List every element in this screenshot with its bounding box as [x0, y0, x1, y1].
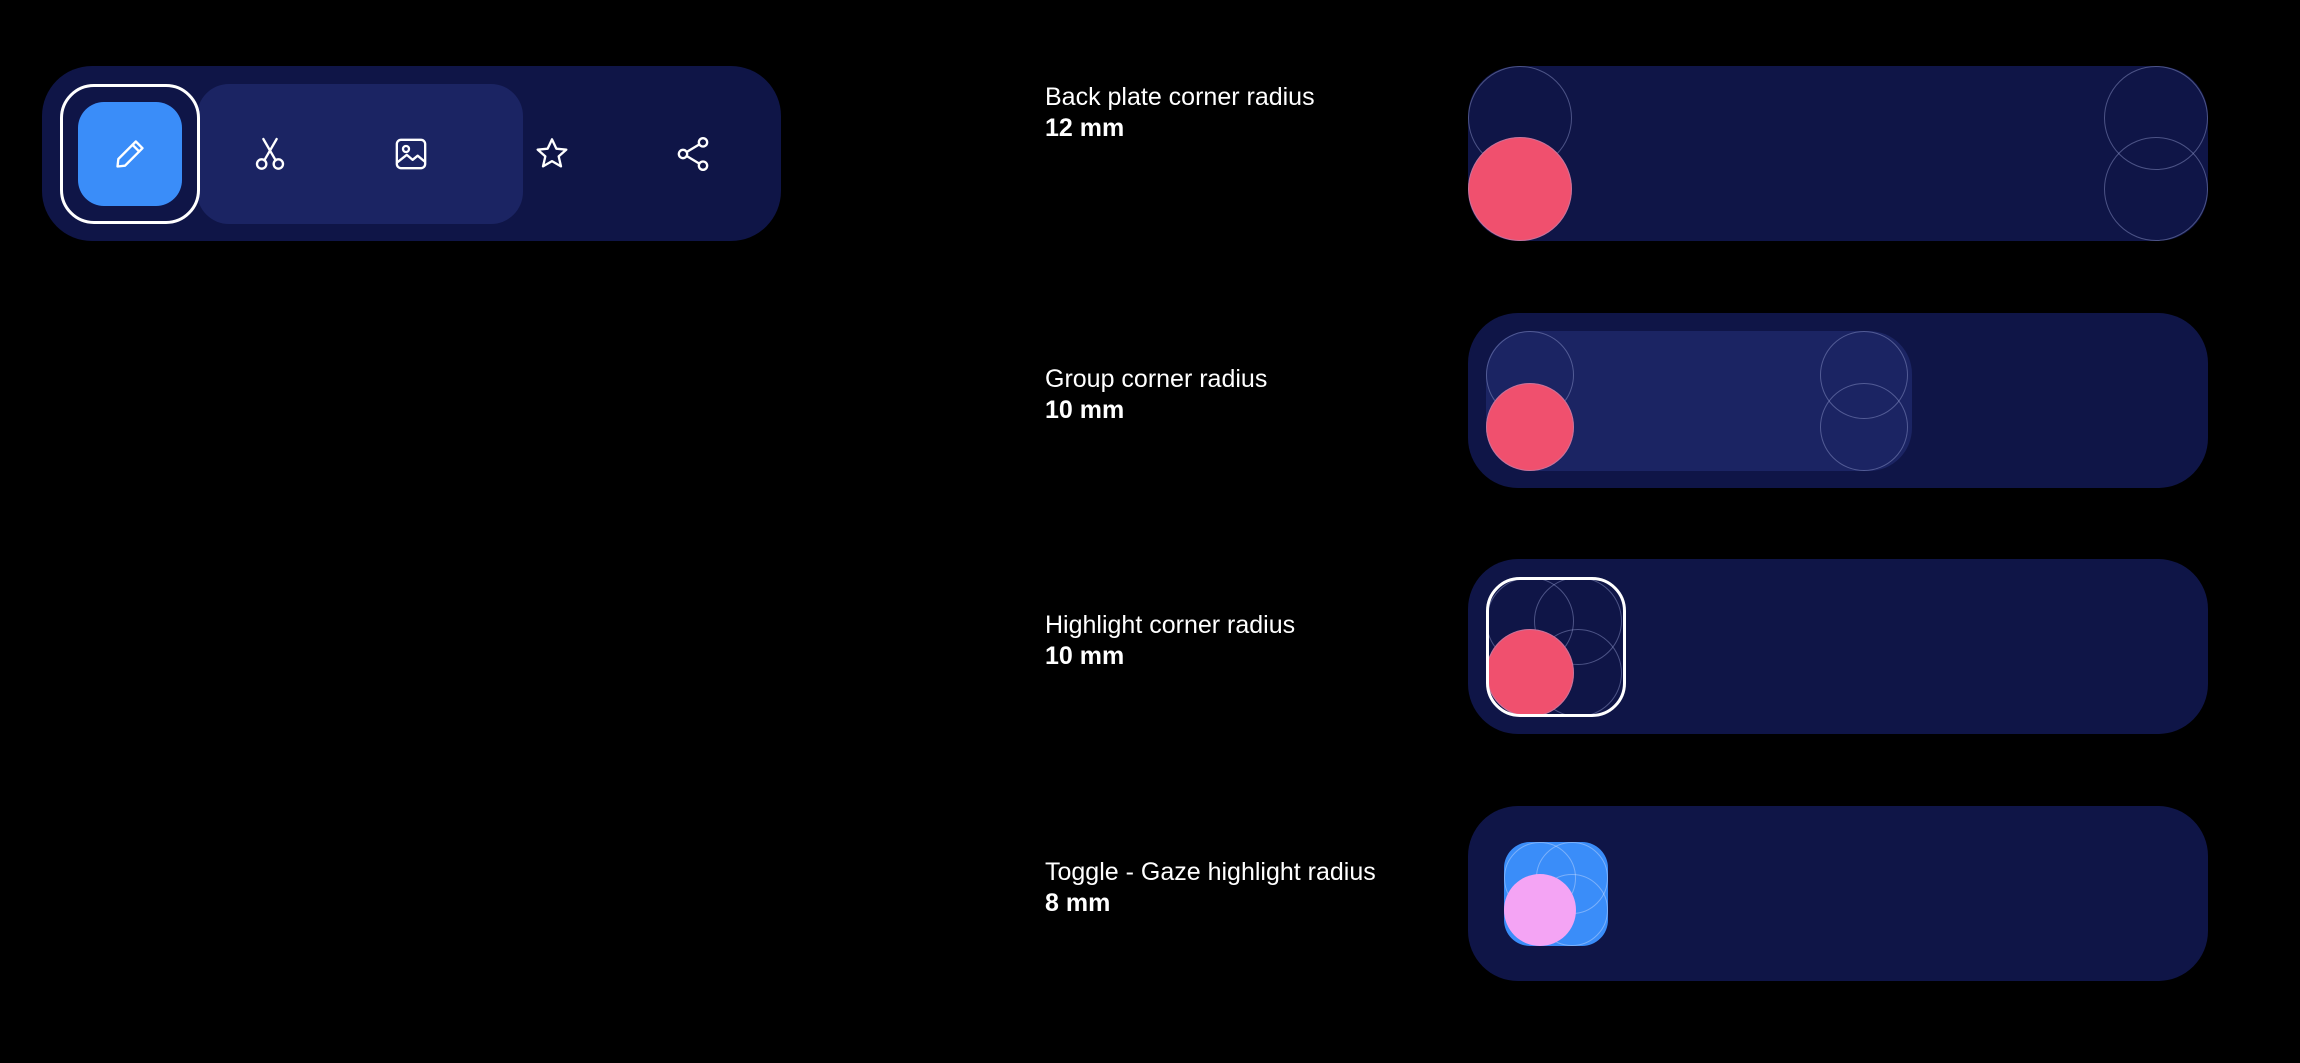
- share-icon: [673, 134, 713, 174]
- button-group-plate: [197, 84, 523, 224]
- toolbar-back-plate: [42, 66, 781, 241]
- spec-value: 10 mm: [1045, 396, 1125, 424]
- group-radius-diagram: [1468, 313, 2208, 488]
- focus-ring: [60, 84, 200, 224]
- radius-guide-circle: [2104, 137, 2208, 241]
- pencil-icon: [110, 134, 150, 174]
- image-button[interactable]: [341, 84, 481, 224]
- spec-value: 8 mm: [1045, 889, 1111, 917]
- toggle-radius-diagram: [1468, 806, 2208, 981]
- back-plate-diagram: [1468, 66, 2208, 241]
- radius-marker-dot: [1504, 874, 1576, 946]
- group-radius-label: Group corner radius 10 mm: [1045, 364, 1267, 426]
- spec-title: Group corner radius: [1045, 365, 1268, 393]
- star-icon: [532, 134, 572, 174]
- radius-guide-circle: [1468, 137, 1572, 241]
- cut-button[interactable]: [200, 84, 340, 224]
- toggle-radius-label: Toggle - Gaze highlight radius 8 mm: [1045, 857, 1376, 919]
- spec-value: 10 mm: [1045, 642, 1125, 670]
- spec-value: 12 mm: [1045, 114, 1125, 142]
- favorite-button[interactable]: [482, 84, 622, 224]
- focus-ring: [1486, 577, 1626, 717]
- spec-title: Highlight corner radius: [1045, 611, 1296, 639]
- spec-title: Toggle - Gaze highlight radius: [1045, 858, 1376, 886]
- scissors-icon: [250, 134, 290, 174]
- share-button[interactable]: [623, 84, 763, 224]
- spec-title: Back plate corner radius: [1045, 83, 1315, 111]
- radius-guide-circle: [1486, 383, 1574, 471]
- back-plate-radius-label: Back plate corner radius 12 mm: [1045, 82, 1315, 144]
- highlight-radius-label: Highlight corner radius 10 mm: [1045, 610, 1295, 672]
- radius-guide-circle: [1820, 383, 1908, 471]
- highlight-radius-diagram: [1468, 559, 2208, 734]
- image-icon: [391, 134, 431, 174]
- toggle-highlight: [78, 102, 182, 206]
- edit-button[interactable]: [60, 84, 200, 224]
